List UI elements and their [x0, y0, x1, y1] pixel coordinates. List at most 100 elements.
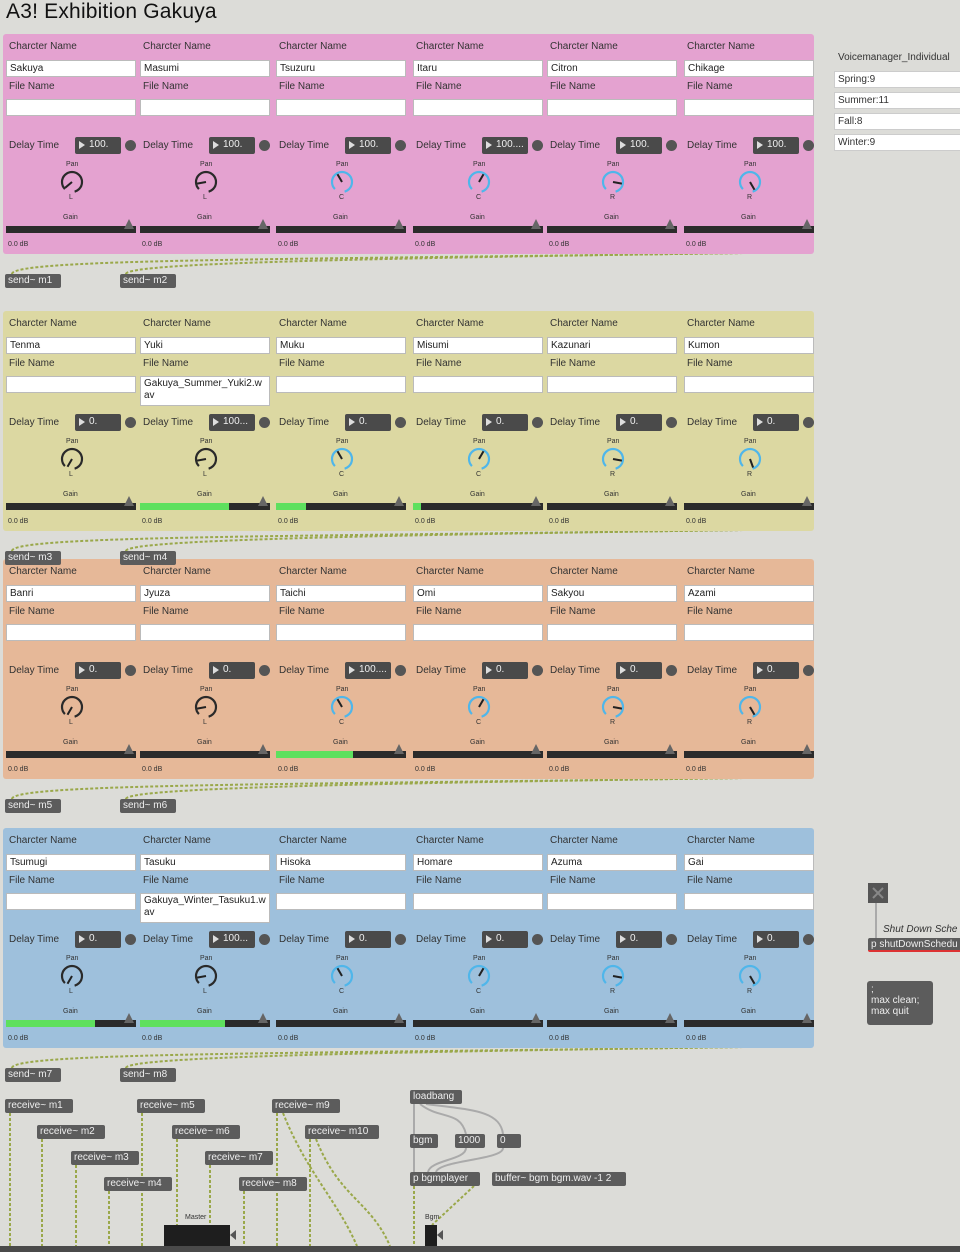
gain-slider[interactable]: [547, 496, 677, 510]
delay-time-number[interactable]: 0.: [345, 931, 391, 948]
delay-toggle[interactable]: [259, 417, 270, 428]
file-name-field[interactable]: [547, 99, 677, 116]
gain-slider[interactable]: [276, 219, 406, 233]
delay-toggle[interactable]: [125, 934, 136, 945]
receive-m4[interactable]: receive~ m4: [104, 1177, 172, 1191]
delay-toggle[interactable]: [532, 665, 543, 676]
delay-toggle[interactable]: [125, 665, 136, 676]
pan-dial[interactable]: [192, 168, 220, 198]
gain-slider[interactable]: [547, 744, 677, 758]
pan-dial[interactable]: [328, 445, 356, 475]
pan-dial[interactable]: [465, 962, 493, 992]
file-name-field[interactable]: Gakuya_Winter_Tasuku1.wav: [140, 893, 270, 923]
gain-slider[interactable]: [684, 744, 814, 758]
delay-toggle[interactable]: [395, 665, 406, 676]
receive-m3[interactable]: receive~ m3: [71, 1151, 139, 1165]
buffer-object[interactable]: buffer~ bgm bgm.wav -1 2: [492, 1172, 626, 1186]
number-0[interactable]: 0: [497, 1134, 521, 1148]
file-name-field[interactable]: [140, 624, 270, 641]
character-name-field[interactable]: Kumon: [684, 337, 814, 354]
file-name-field[interactable]: [684, 624, 814, 641]
delay-toggle[interactable]: [803, 417, 814, 428]
delay-toggle[interactable]: [532, 417, 543, 428]
receive-m5[interactable]: receive~ m5: [137, 1099, 205, 1113]
pan-dial[interactable]: [192, 445, 220, 475]
voicemanager-fall[interactable]: Fall:8: [834, 113, 960, 130]
gain-slider[interactable]: [684, 496, 814, 510]
character-name-field[interactable]: Muku: [276, 337, 406, 354]
file-name-field[interactable]: [547, 624, 677, 641]
pan-dial[interactable]: [465, 445, 493, 475]
send-object-left[interactable]: send~ m1: [5, 274, 61, 288]
send-object-left[interactable]: send~ m7: [5, 1068, 61, 1082]
voicemanager-winter[interactable]: Winter:9: [834, 134, 960, 151]
pan-dial[interactable]: [58, 962, 86, 992]
file-name-field[interactable]: [276, 624, 406, 641]
pan-dial[interactable]: [192, 962, 220, 992]
gain-slider[interactable]: [413, 496, 543, 510]
gain-handle-icon[interactable]: [531, 496, 541, 506]
delay-time-number[interactable]: 100.: [753, 137, 799, 154]
character-name-field[interactable]: Banri: [6, 585, 136, 602]
pan-dial[interactable]: [736, 168, 764, 198]
delay-toggle[interactable]: [259, 934, 270, 945]
file-name-field[interactable]: [413, 624, 543, 641]
send-object-right[interactable]: send~ m6: [120, 799, 176, 813]
delay-time-number[interactable]: 0.: [616, 931, 662, 948]
file-name-field[interactable]: [6, 893, 136, 910]
pan-dial[interactable]: [599, 693, 627, 723]
character-name-field[interactable]: Misumi: [413, 337, 543, 354]
character-name-field[interactable]: Homare: [413, 854, 543, 871]
delay-toggle[interactable]: [395, 140, 406, 151]
gain-handle-icon[interactable]: [258, 219, 268, 229]
delay-toggle[interactable]: [666, 665, 677, 676]
pan-dial[interactable]: [58, 445, 86, 475]
character-name-field[interactable]: Tsuzuru: [276, 60, 406, 77]
shutdown-bang-button[interactable]: [868, 883, 888, 903]
pan-dial[interactable]: [328, 693, 356, 723]
delay-toggle[interactable]: [666, 140, 677, 151]
pan-dial[interactable]: [328, 962, 356, 992]
master-gain-slider[interactable]: [164, 1225, 230, 1249]
pan-dial[interactable]: [58, 693, 86, 723]
gain-handle-icon[interactable]: [531, 744, 541, 754]
bgm-message[interactable]: bgm: [410, 1134, 438, 1148]
file-name-field[interactable]: Gakuya_Summer_Yuki2.wav: [140, 376, 270, 406]
receive-m6[interactable]: receive~ m6: [172, 1125, 240, 1139]
delay-time-number[interactable]: 0.: [616, 414, 662, 431]
character-name-field[interactable]: Jyuza: [140, 585, 270, 602]
character-name-field[interactable]: Azuma: [547, 854, 677, 871]
file-name-field[interactable]: [684, 893, 814, 910]
delay-time-number[interactable]: 100.: [209, 137, 255, 154]
delay-toggle[interactable]: [532, 140, 543, 151]
send-object-right[interactable]: send~ m4: [120, 551, 176, 565]
max-quit-message[interactable]: ; max clean; max quit: [867, 981, 933, 1025]
character-name-field[interactable]: Hisoka: [276, 854, 406, 871]
gain-slider[interactable]: [140, 1013, 270, 1027]
gain-handle-icon[interactable]: [124, 1013, 134, 1023]
voicemanager-spring[interactable]: Spring:9: [834, 71, 960, 88]
delay-toggle[interactable]: [803, 140, 814, 151]
pan-dial[interactable]: [599, 962, 627, 992]
pan-dial[interactable]: [328, 168, 356, 198]
pan-dial[interactable]: [736, 445, 764, 475]
gain-slider[interactable]: [547, 1013, 677, 1027]
gain-slider[interactable]: [276, 744, 406, 758]
gain-slider[interactable]: [6, 744, 136, 758]
delay-time-number[interactable]: 0.: [482, 414, 528, 431]
gain-slider[interactable]: [413, 744, 543, 758]
shutdown-patcher[interactable]: p shutDownSchedu: [868, 938, 960, 952]
gain-slider[interactable]: [413, 219, 543, 233]
delay-time-number[interactable]: 100...: [209, 414, 255, 431]
file-name-field[interactable]: [547, 376, 677, 393]
delay-time-number[interactable]: 0.: [75, 931, 121, 948]
delay-time-number[interactable]: 0.: [345, 414, 391, 431]
gain-handle-icon[interactable]: [802, 496, 812, 506]
delay-toggle[interactable]: [803, 934, 814, 945]
delay-toggle[interactable]: [803, 665, 814, 676]
character-name-field[interactable]: Kazunari: [547, 337, 677, 354]
character-name-field[interactable]: Masumi: [140, 60, 270, 77]
character-name-field[interactable]: Tasuku: [140, 854, 270, 871]
voicemanager-summer[interactable]: Summer:11: [834, 92, 960, 109]
delay-time-number[interactable]: 100.: [345, 137, 391, 154]
